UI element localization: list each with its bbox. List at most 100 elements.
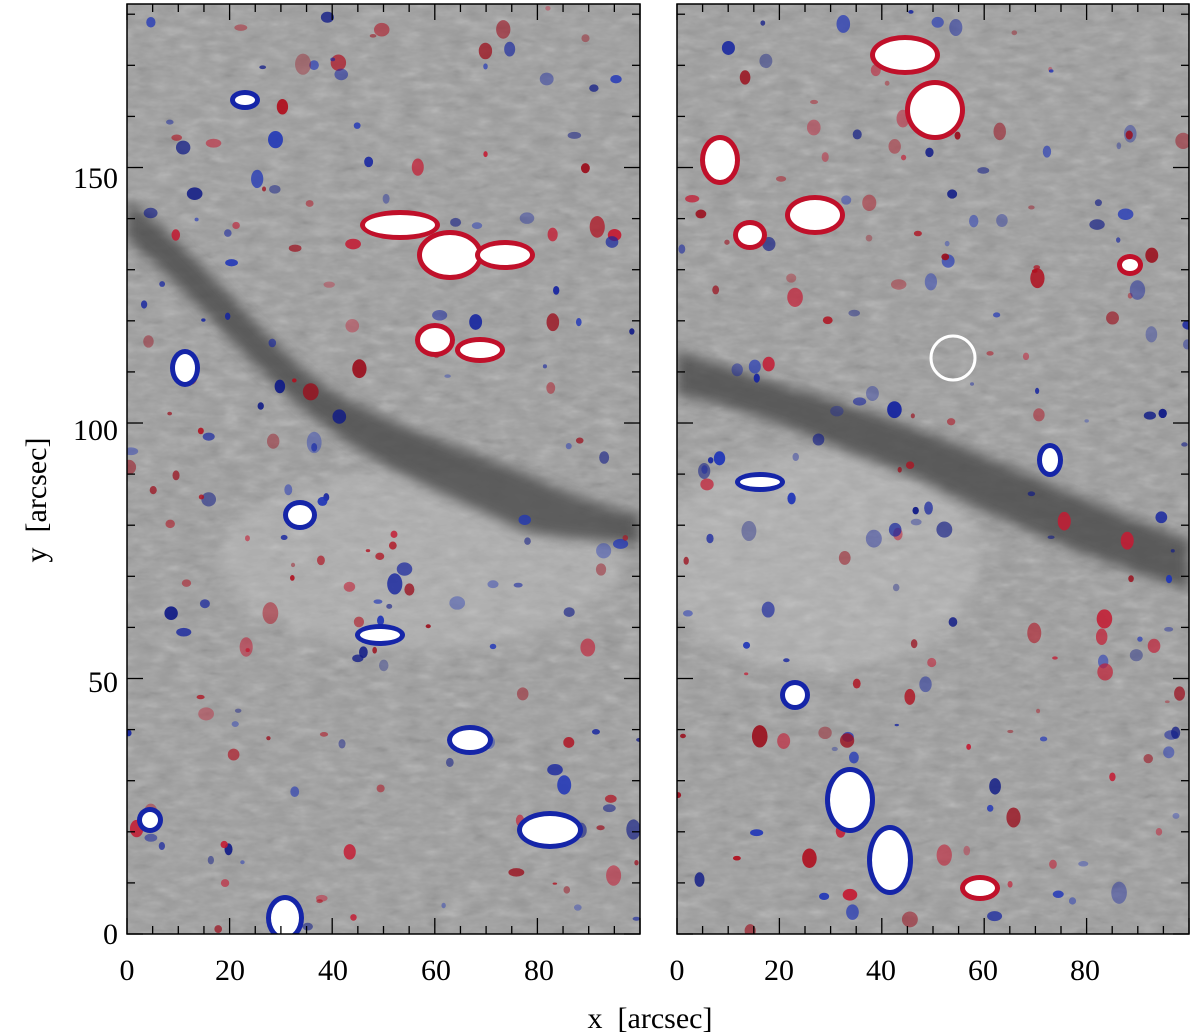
- negative-patch: [231, 721, 239, 728]
- positive-patch: [1125, 130, 1133, 140]
- negative-patch: [1170, 549, 1175, 553]
- positive-patch: [547, 227, 558, 242]
- negative-patch: [831, 746, 838, 752]
- positive-patch: [171, 229, 181, 241]
- positive-patch: [822, 316, 833, 325]
- positive-patch: [1127, 292, 1133, 299]
- patch-core: [460, 342, 500, 358]
- y-tick-label: 100: [73, 414, 118, 447]
- positive-patch: [786, 273, 797, 283]
- positive-patch: [852, 678, 861, 689]
- positive-patch: [563, 737, 575, 748]
- x-axis-title: x [arcsec]: [588, 1002, 713, 1035]
- negative-patch: [396, 562, 413, 576]
- negative-patch: [993, 312, 1001, 318]
- negative-patch: [1117, 208, 1134, 220]
- positive-patch: [373, 22, 390, 37]
- negative-patch: [750, 829, 764, 837]
- positive-patch: [810, 99, 819, 105]
- negative-patch: [812, 433, 825, 446]
- negative-patch: [201, 318, 206, 322]
- negative-patch: [513, 582, 523, 588]
- negative-patch: [996, 213, 1008, 227]
- positive-patch: [1120, 531, 1134, 550]
- patch-core: [965, 880, 995, 896]
- negative-patch: [311, 442, 318, 452]
- positive-patch: [197, 427, 204, 435]
- positive-patch: [905, 461, 915, 470]
- negative-patch: [743, 641, 751, 649]
- negative-patch: [373, 599, 383, 604]
- positive-patch: [305, 200, 314, 207]
- negative-patch: [441, 902, 446, 909]
- negative-patch: [1094, 199, 1102, 207]
- patch-core: [830, 772, 870, 828]
- positive-patch: [1030, 268, 1045, 289]
- positive-patch: [818, 726, 832, 740]
- positive-patch: [232, 221, 240, 229]
- patch-core: [422, 235, 478, 275]
- negative-patch: [386, 603, 393, 609]
- negative-patch: [432, 309, 448, 321]
- positive-patch: [580, 163, 590, 174]
- positive-patch: [198, 707, 214, 721]
- positive-patch: [966, 743, 972, 750]
- positive-patch: [295, 53, 311, 75]
- negative-patch: [524, 537, 531, 545]
- negative-patch: [792, 452, 799, 462]
- negative-patch: [636, 737, 640, 742]
- positive-patch: [372, 646, 377, 654]
- right-x-tick-label: 60: [968, 954, 998, 987]
- negative-patch: [377, 615, 385, 626]
- negative-patch: [830, 405, 844, 417]
- positive-patch: [806, 119, 821, 136]
- negative-patch: [924, 501, 933, 515]
- positive-patch: [589, 215, 605, 238]
- positive-patch: [762, 356, 775, 372]
- negative-patch: [224, 229, 232, 237]
- positive-patch: [685, 194, 700, 203]
- positive-patch: [316, 555, 325, 566]
- negative-patch: [849, 751, 859, 764]
- positive-patch: [239, 637, 253, 657]
- negative-patch: [450, 217, 462, 227]
- negative-patch: [1158, 408, 1167, 419]
- positive-patch: [319, 732, 329, 737]
- negative-patch: [1116, 237, 1121, 243]
- positive-patch: [888, 139, 901, 154]
- positive-patch: [1011, 30, 1018, 36]
- negative-patch: [612, 538, 629, 549]
- positive-patch: [350, 914, 357, 921]
- patch-core: [480, 245, 530, 265]
- negative-patch: [332, 409, 347, 424]
- negative-patch: [143, 207, 158, 219]
- negative-patch: [259, 65, 267, 70]
- positive-patch: [724, 239, 730, 245]
- positive-patch: [634, 859, 639, 866]
- positive-patch: [345, 238, 361, 250]
- positive-patch: [901, 911, 918, 928]
- positive-patch: [1095, 628, 1108, 646]
- positive-patch: [954, 131, 961, 140]
- positive-patch: [563, 886, 571, 894]
- negative-patch: [201, 492, 217, 507]
- negative-patch: [1048, 69, 1054, 73]
- negative-patch: [1137, 636, 1143, 642]
- negative-patch: [547, 764, 563, 776]
- right-x-tick-label: 80: [1070, 954, 1100, 987]
- negative-patch: [269, 185, 281, 194]
- patch-core: [235, 95, 255, 105]
- negative-patch: [848, 309, 860, 317]
- negative-patch: [158, 842, 166, 850]
- positive-patch: [302, 383, 319, 401]
- patch-core: [271, 900, 299, 934]
- negative-patch: [539, 72, 554, 86]
- negative-patch: [1039, 736, 1048, 742]
- positive-patch: [276, 99, 289, 115]
- positive-patch: [575, 437, 584, 444]
- positive-patch: [198, 494, 205, 500]
- positive-patch: [1036, 708, 1041, 714]
- positive-patch: [787, 287, 803, 307]
- negative-patch: [599, 451, 610, 464]
- positive-patch: [1097, 663, 1113, 681]
